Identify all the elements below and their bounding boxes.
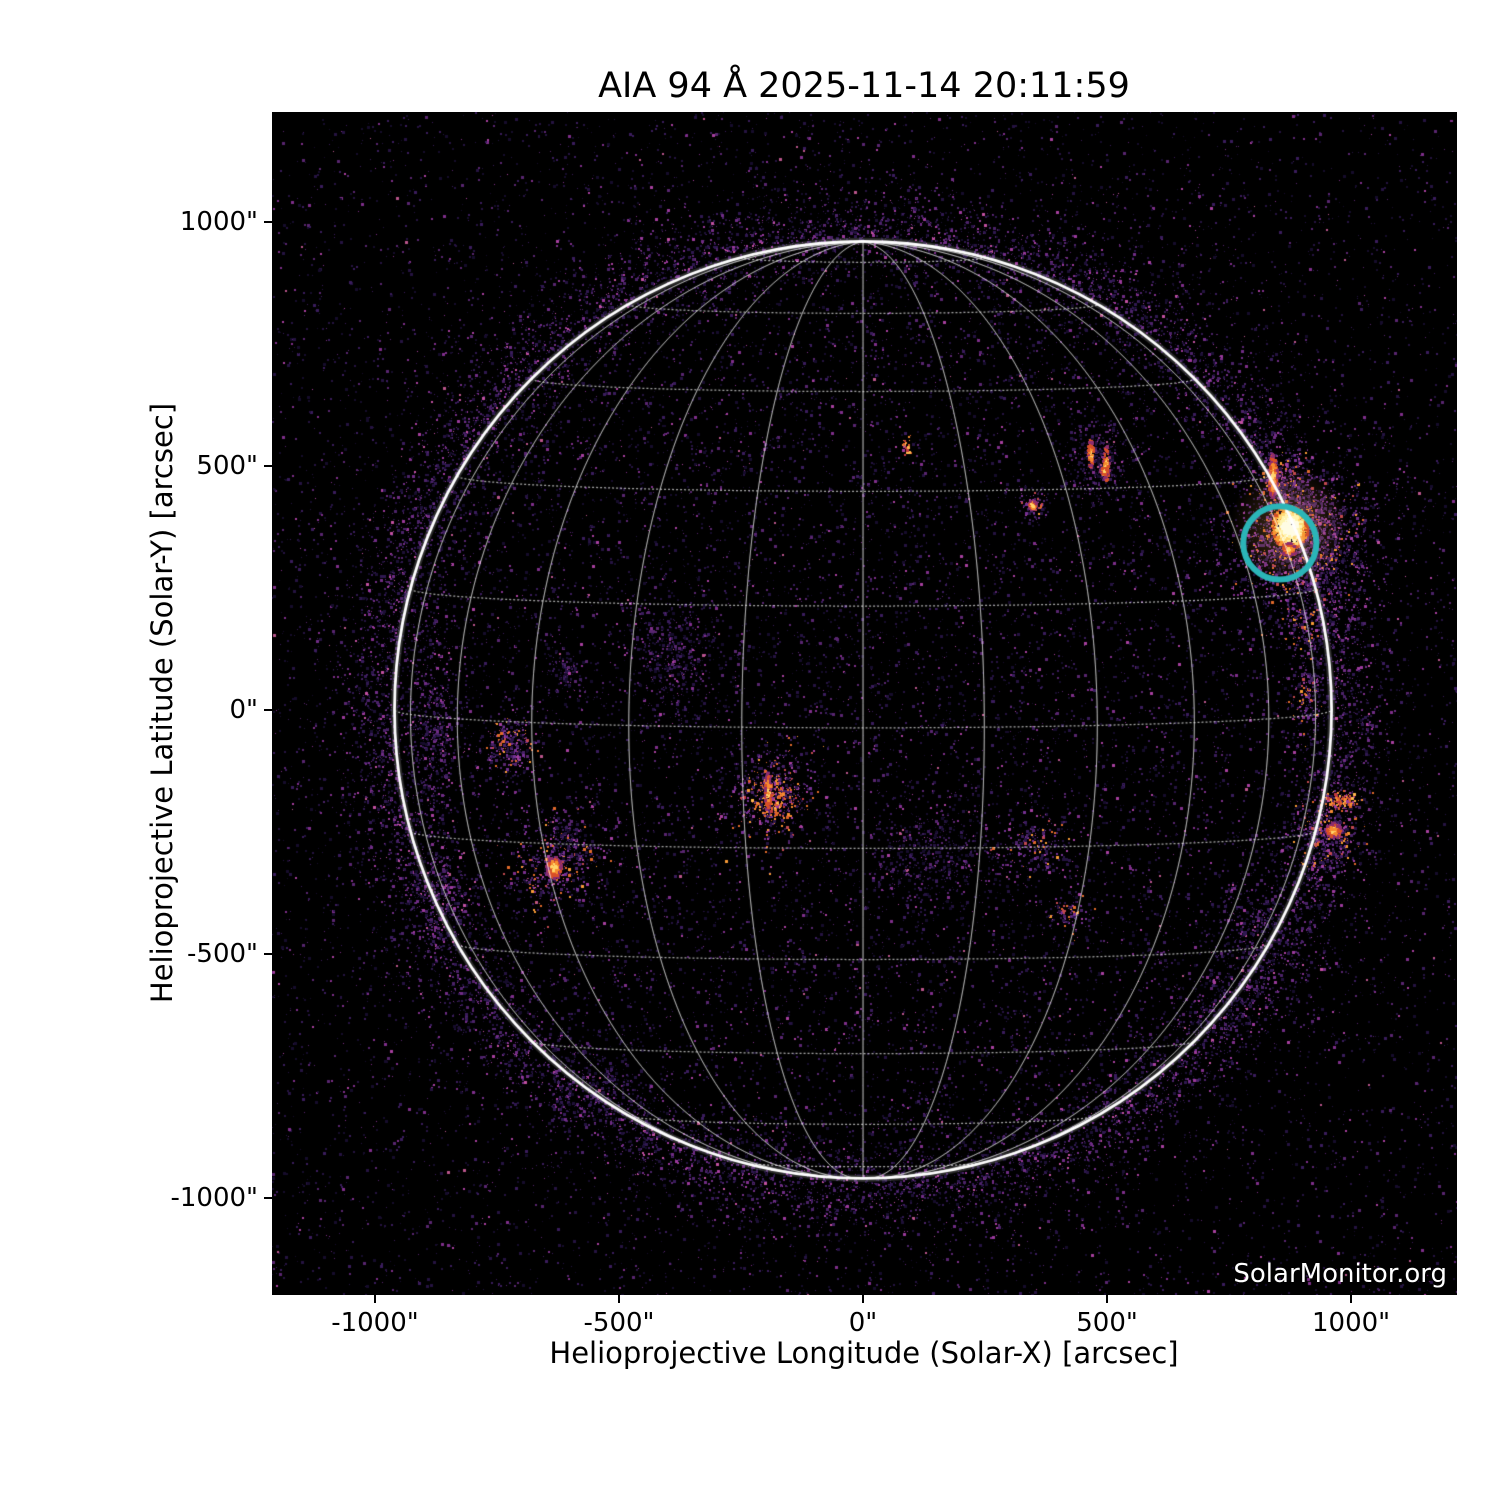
plot-area: SolarMonitor.org: [272, 112, 1457, 1295]
x-tick-mark: [373, 1295, 376, 1303]
x-tick-mark: [1106, 1295, 1109, 1303]
y-tick-mark: [264, 708, 272, 711]
y-tick-mark: [264, 1196, 272, 1199]
y-tick-mark: [264, 952, 272, 955]
x-tick-label: 500": [1076, 1308, 1138, 1338]
watermark: SolarMonitor.org: [1233, 1259, 1447, 1289]
x-tick-mark: [618, 1295, 620, 1303]
x-tick-label: -500": [583, 1308, 655, 1338]
x-tick-label: 1000": [1312, 1308, 1391, 1338]
solar-disk-image: [272, 112, 1457, 1295]
x-tick-label: 0": [848, 1308, 878, 1338]
y-tick-label: -1000": [170, 1182, 258, 1213]
x-tick-mark: [862, 1295, 865, 1303]
y-tick-label: 0": [229, 694, 258, 725]
x-tick-label: -1000": [331, 1308, 419, 1338]
figure-title: AIA 94 Å 2025-11-14 20:11:59: [598, 66, 1130, 106]
x-axis-label: Helioprojective Longitude (Solar-X) [arc…: [549, 1336, 1179, 1370]
y-tick-label: -500": [187, 938, 258, 969]
y-tick-label: 500": [196, 450, 258, 481]
y-tick-mark: [264, 464, 272, 467]
y-tick-mark: [264, 220, 272, 223]
x-tick-mark: [1350, 1295, 1353, 1303]
y-tick-label: 1000": [179, 206, 258, 237]
